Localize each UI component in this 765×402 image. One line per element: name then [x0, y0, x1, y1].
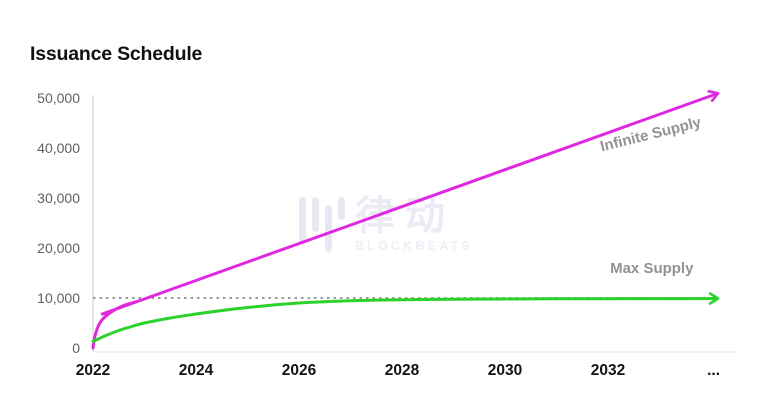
y-tick-label: 40,000: [37, 140, 80, 156]
y-tick-label: 20,000: [37, 240, 80, 256]
x-tick-label: ...: [707, 362, 720, 379]
max-supply-line: [91, 292, 720, 343]
x-tick-label: 2032: [591, 362, 625, 379]
infinite-supply-annotation: Infinite Supply: [598, 114, 703, 156]
blockbeats-bars-icon: [299, 197, 345, 252]
y-tick-label: 0: [72, 340, 80, 356]
x-tick-label: 2026: [282, 362, 317, 379]
x-tick-label: 2024: [179, 362, 214, 379]
x-tick-label: 2028: [385, 362, 420, 379]
x-tick-label: 2022: [76, 362, 110, 379]
y-tick-label: 10,000: [37, 290, 80, 306]
watermark-en-label: BLOCKBEATS: [355, 239, 473, 253]
blockbeats-watermark: 律动 BLOCKBEATS: [299, 194, 473, 253]
max-supply-annotation: Max Supply: [610, 260, 694, 277]
y-tick-label: 50,000: [37, 90, 80, 106]
y-tick-label: 30,000: [37, 190, 80, 206]
watermark-cn-label: 律动: [355, 194, 455, 238]
infinite-supply-line: [91, 90, 720, 350]
watermark-text: 律动 BLOCKBEATS: [355, 194, 473, 253]
chart-title: Issuance Schedule: [30, 43, 203, 65]
x-tick-label: 2030: [488, 362, 522, 379]
